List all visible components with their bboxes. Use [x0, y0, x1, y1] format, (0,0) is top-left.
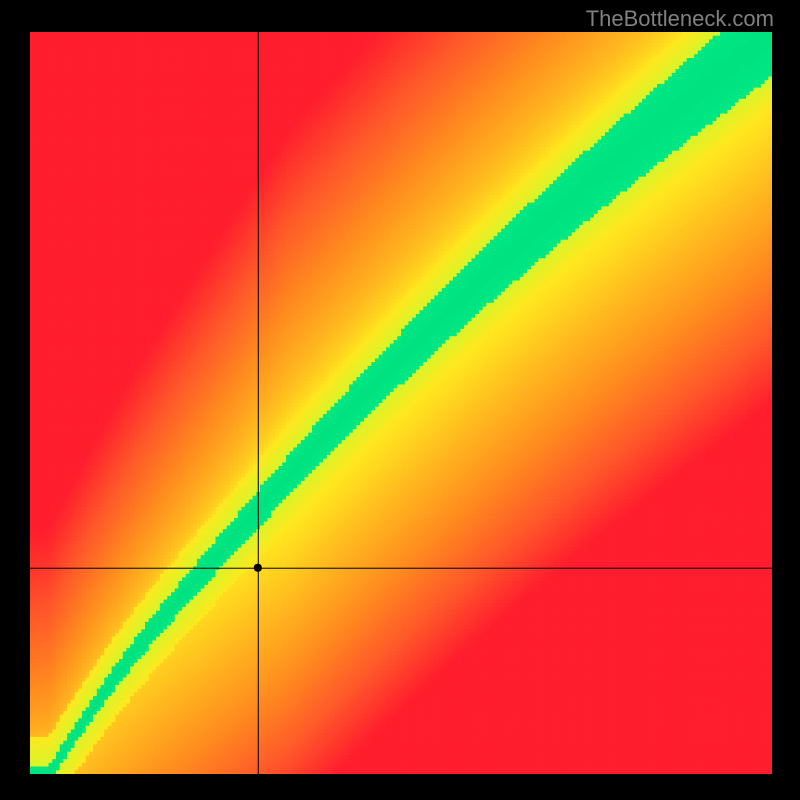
plot-area: [30, 32, 772, 774]
heatmap-canvas: [30, 32, 772, 774]
watermark-text: TheBottleneck.com: [586, 6, 774, 32]
chart-container: TheBottleneck.com: [0, 0, 800, 800]
